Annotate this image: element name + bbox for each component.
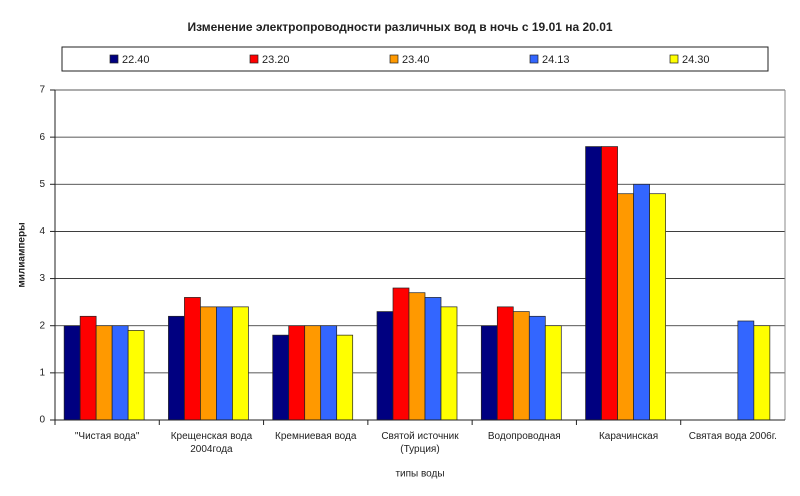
chart-title: Изменение электропроводности различных в… — [187, 20, 612, 34]
bar — [392, 287, 410, 421]
bar — [168, 315, 185, 421]
bar — [753, 325, 771, 421]
x-tick-label: Крещенская вода 2004года — [170, 431, 253, 455]
y-tick-label: 4 — [39, 226, 45, 237]
bar — [79, 315, 97, 421]
bar — [127, 330, 145, 421]
x-tick-label: Карачинская — [598, 431, 659, 442]
x-tick-label: Кремниевая вода — [275, 431, 357, 442]
x-axis-label: типы воды — [395, 469, 444, 480]
bar — [496, 306, 514, 421]
legend-swatch — [389, 54, 399, 64]
x-tick-label: "Чистая вода" — [74, 431, 140, 442]
bar — [95, 325, 113, 421]
x-tick-label: Святая вода 2006г. — [688, 431, 777, 442]
legend-label: 22.40 — [122, 54, 150, 66]
bar — [288, 325, 306, 421]
legend-label: 23.40 — [402, 54, 430, 66]
y-tick-label: 5 — [39, 179, 45, 190]
legend-swatch — [249, 54, 259, 64]
y-tick-label: 1 — [39, 367, 45, 378]
legend-swatch — [669, 54, 679, 64]
bar — [528, 315, 546, 421]
x-tick-label: Святой источник (Турция) — [381, 431, 459, 455]
bar — [585, 146, 602, 421]
bar — [63, 325, 81, 421]
bar — [480, 325, 498, 421]
y-tick-label: 6 — [39, 132, 45, 143]
bar — [216, 306, 233, 421]
bar — [512, 311, 530, 421]
legend-label: 24.13 — [542, 54, 570, 66]
bar — [544, 325, 562, 421]
bar — [440, 306, 458, 421]
legend-label: 24.30 — [682, 54, 710, 66]
bar — [737, 320, 755, 421]
bar — [272, 334, 290, 421]
bar — [649, 193, 666, 421]
y-tick-label: 7 — [39, 85, 45, 96]
y-tick-label: 3 — [39, 273, 45, 284]
bar — [111, 325, 129, 421]
y-tick-label: 2 — [39, 320, 45, 331]
x-tick-label: Водопроводная — [487, 431, 561, 442]
bar — [601, 146, 618, 421]
y-tick-label: 0 — [39, 415, 45, 426]
bar — [408, 292, 426, 421]
bar — [320, 325, 338, 421]
bar — [184, 297, 201, 421]
bar — [232, 306, 249, 421]
bar — [617, 193, 634, 421]
bar — [336, 334, 354, 421]
legend-swatch — [109, 54, 119, 64]
legend-box — [61, 46, 769, 72]
bar — [200, 306, 217, 421]
legend-label: 23.20 — [262, 54, 290, 66]
bar — [633, 183, 650, 421]
bar — [304, 325, 322, 421]
bar — [424, 297, 442, 421]
y-axis-label: милиамперы — [17, 222, 28, 287]
bar — [376, 311, 394, 421]
legend-swatch — [529, 54, 539, 64]
